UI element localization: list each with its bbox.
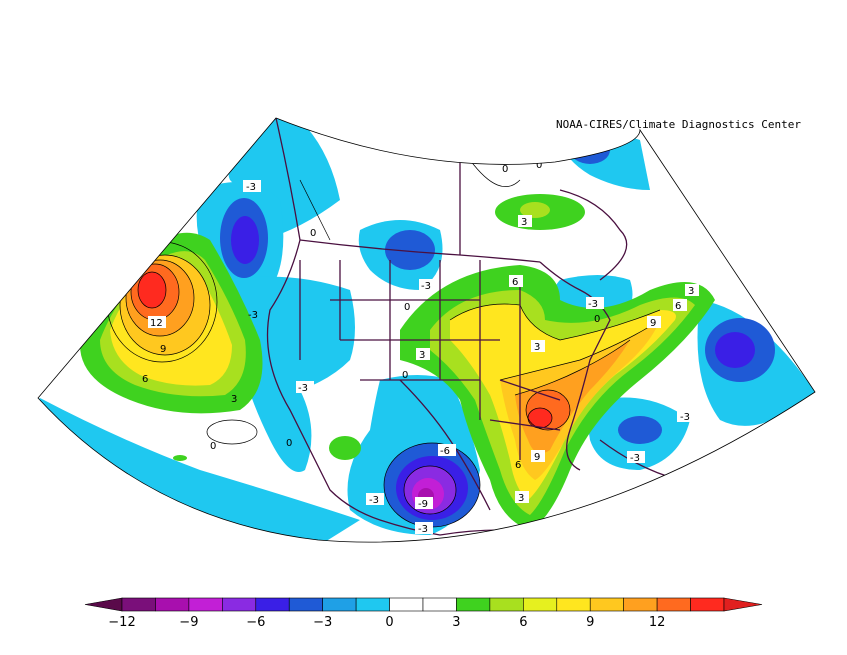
colorbar-swatch [623,597,658,612]
contour-label-group: -3 0 12 9 6 3 0 -3 0 -3 0 3 3 0 -3 3 6 [142,160,699,535]
contour-label: 0 [594,314,600,325]
contour-label: 0 [286,438,292,449]
anomaly-region-positive [329,436,361,460]
contour-label: -3 [588,299,598,310]
colorbar-tick-label: 3 [452,615,460,630]
contour-label: 9 [650,318,656,329]
colorbar-swatch [523,597,558,612]
contour-label: 0 [536,160,542,171]
colorbar-swatch [422,597,457,612]
colorbar-ticks: −12 −9 −6 −3 0 3 6 9 12 [108,615,665,630]
contour-label: 6 [675,301,681,312]
contour-label: -3 [298,383,308,394]
contour-label: 0 [404,302,410,313]
colorbar-swatch [690,597,725,612]
contour-label: -3 [248,310,258,321]
credit-text: NOAA-CIRES/Climate Diagnostics Center [556,118,801,131]
contour-label: -3 [680,412,690,423]
colorbar-swatch [222,597,257,612]
anomaly-core-negative [715,332,755,368]
anomaly-region-positive [520,202,550,218]
colorbar-swatch [288,597,323,612]
contour-label: 6 [512,277,518,288]
contour-label: 3 [518,493,524,504]
colorbar-swatch [121,597,156,612]
contour-label: 0 [502,164,508,175]
contour-label: 6 [142,374,148,385]
colorbar-swatch [456,597,491,612]
colorbar-swatch [255,597,290,612]
colorbar-end-high [723,597,763,612]
contour-label: -6 [440,446,450,457]
colorbar-swatch [355,597,390,612]
contour-label: 3 [231,394,237,405]
contour-label: 9 [160,344,166,355]
colorbar-swatch [489,597,524,612]
anomaly-core-positive [138,272,166,308]
anomaly-region-positive [173,455,187,461]
political-boundaries [266,118,681,536]
contour-label: 6 [515,460,521,471]
contour-label: 3 [688,286,694,297]
colorbar-swatch [656,597,691,612]
map-outline [37,117,816,543]
colorbar-tick-label: 0 [385,615,393,630]
anomaly-core-negative [231,216,259,264]
colorbar-tick-label: 12 [649,615,666,630]
colorbar-swatch [589,597,624,612]
contour-label: 0 [210,441,216,452]
contour-label: 12 [150,318,163,329]
contour-label: -3 [418,524,428,535]
anomaly-core-negative [385,230,435,270]
colorbar-tick-label: −6 [246,615,265,630]
anomaly-core-negative [618,416,662,444]
contour-label: 3 [419,350,425,361]
colorbar-tick-label: −3 [313,615,332,630]
contour-label: -3 [246,182,256,193]
colorbar-tick-label: 6 [519,615,527,630]
colorbar-swatch [155,597,190,612]
anomaly-core-positive [528,408,552,428]
colorbar-tick-label: −9 [179,615,198,630]
anomaly-region-negative [38,398,360,543]
contour-label: -3 [421,281,431,292]
colorbar-end-low [84,597,123,612]
colorbar-tick-label: 9 [586,615,594,630]
colorbar-swatch [389,597,424,612]
contour-label: -3 [630,453,640,464]
contour-label: -3 [369,495,379,506]
contour-label: -9 [418,499,428,510]
contour-label: 3 [521,217,527,228]
contour-label: 0 [310,228,316,239]
contour-label: 0 [402,370,408,381]
contour-label: 9 [534,452,540,463]
anomaly-core-negative [570,136,610,164]
colorbar-swatch [322,597,357,612]
contour-label: 3 [534,342,540,353]
colorbar-swatch [188,597,223,612]
colorbar [84,597,763,612]
colorbar-swatch [556,597,591,612]
anomaly-region-negative [228,276,355,472]
colorbar-tick-label: −12 [108,615,135,630]
